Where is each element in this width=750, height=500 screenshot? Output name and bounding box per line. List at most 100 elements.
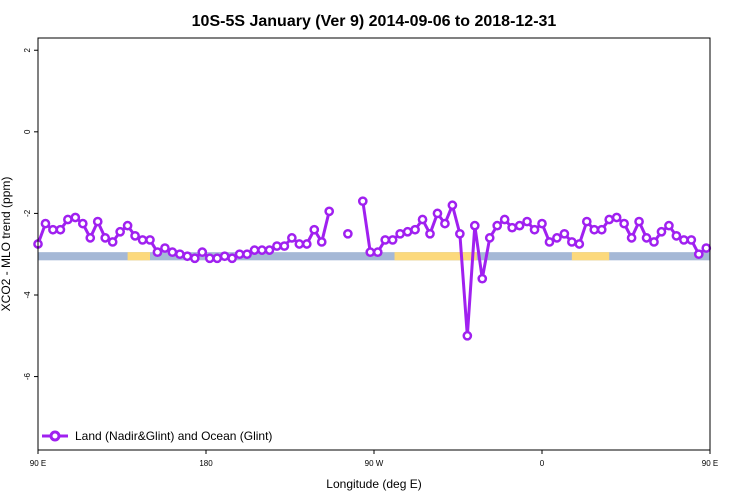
data-point xyxy=(272,241,282,251)
data-point xyxy=(324,206,335,217)
data-point xyxy=(395,228,405,239)
legend-marker-swatch xyxy=(49,430,61,442)
data-point xyxy=(596,224,607,235)
data-point xyxy=(440,218,450,229)
data-point xyxy=(581,216,592,227)
data-point xyxy=(544,237,555,247)
data-point xyxy=(604,214,615,225)
ocean-band xyxy=(38,252,710,261)
data-point xyxy=(462,330,473,341)
series-line xyxy=(361,200,708,338)
data-point xyxy=(619,218,629,229)
data-point xyxy=(227,253,237,264)
land-band-segment xyxy=(571,252,610,261)
data-point xyxy=(301,239,312,249)
data-point xyxy=(686,235,697,245)
x-tick-label: 90 E xyxy=(702,459,718,468)
data-point xyxy=(455,228,465,239)
land-band-segment xyxy=(394,252,477,261)
plot-frame xyxy=(37,37,711,451)
data-point xyxy=(626,233,637,243)
data-point xyxy=(279,241,290,251)
data-point xyxy=(477,273,488,284)
data-point xyxy=(425,228,435,239)
data-point xyxy=(100,233,111,243)
data-point xyxy=(522,216,532,227)
data-point xyxy=(189,253,200,264)
data-point xyxy=(537,218,547,229)
data-point xyxy=(40,218,51,229)
data-point xyxy=(574,239,585,249)
data-point xyxy=(417,214,428,225)
data-point xyxy=(48,224,58,235)
x-tick-label: 180 xyxy=(199,459,213,468)
y-tick-label: -2 xyxy=(23,209,32,217)
data-point xyxy=(204,253,215,264)
data-point xyxy=(107,237,118,247)
data-point xyxy=(380,235,391,245)
data-point xyxy=(671,230,682,241)
x-axis: 90 E 180 90 W 0 90 E xyxy=(30,450,718,468)
data-point xyxy=(402,226,413,237)
data-point xyxy=(372,247,383,258)
data-point xyxy=(219,251,230,262)
y-tick-label: -4 xyxy=(23,291,32,299)
data-point xyxy=(316,237,327,247)
data-point xyxy=(447,200,458,211)
x-tick-label: 0 xyxy=(540,459,545,468)
data-point xyxy=(257,245,267,255)
data-point xyxy=(514,220,525,231)
data-point xyxy=(343,228,353,239)
data-point xyxy=(507,222,517,233)
data-point xyxy=(552,233,562,243)
data-point xyxy=(197,247,208,258)
data-point xyxy=(55,224,66,235)
data-point xyxy=(77,218,88,229)
data-point xyxy=(115,226,125,237)
data-point xyxy=(679,235,689,245)
data-point xyxy=(287,233,297,243)
data-point xyxy=(634,216,644,227)
y-axis: 2 0 -2 -4 -6 xyxy=(23,47,38,380)
data-point xyxy=(92,216,103,227)
data-point xyxy=(649,237,659,247)
data-point xyxy=(167,247,178,258)
data-point xyxy=(264,245,275,255)
data-point xyxy=(70,212,81,223)
data-point xyxy=(309,224,320,235)
data-point xyxy=(145,235,155,245)
data-point xyxy=(160,243,170,253)
data-point xyxy=(641,233,652,243)
data-point xyxy=(410,224,420,235)
series-layer xyxy=(33,196,712,341)
data-point xyxy=(175,249,185,260)
data-point xyxy=(589,224,600,235)
y-axis-label: XCO2 - MLO trend (ppm) xyxy=(0,177,13,312)
data-point xyxy=(365,247,376,258)
data-point xyxy=(559,228,570,239)
data-point xyxy=(137,235,148,245)
data-point xyxy=(484,233,495,243)
data-point xyxy=(664,220,674,231)
data-point xyxy=(357,196,368,207)
land-ocean-band xyxy=(38,252,710,261)
data-point xyxy=(492,220,503,231)
data-point xyxy=(469,220,480,231)
y-tick-label: 2 xyxy=(23,47,32,52)
x-axis-label: Longitude (deg E) xyxy=(326,477,421,491)
data-point xyxy=(656,226,667,237)
y-tick-label: 0 xyxy=(23,129,32,134)
data-point xyxy=(701,243,712,253)
data-point xyxy=(432,208,443,219)
data-point xyxy=(499,214,510,225)
data-point xyxy=(693,249,704,260)
data-point xyxy=(152,247,163,258)
x-tick-label: 90 W xyxy=(365,459,384,468)
data-point xyxy=(387,235,398,245)
data-point xyxy=(122,220,133,231)
data-point xyxy=(130,230,140,241)
data-point xyxy=(182,251,193,262)
data-point xyxy=(242,249,252,260)
y-tick-label: -6 xyxy=(23,372,32,380)
legend: Land (Nadir&Glint) and Ocean (Glint) xyxy=(42,429,272,443)
